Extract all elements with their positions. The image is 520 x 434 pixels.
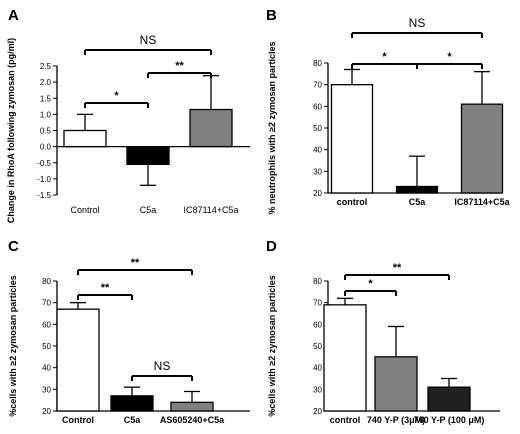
y-tick-label: 2.0: [40, 78, 52, 87]
panel-letter: A: [8, 7, 19, 24]
y-tick-label: 40: [313, 364, 322, 373]
bar: [170, 401, 214, 412]
bar: [110, 395, 154, 412]
significance-label: *: [368, 278, 373, 290]
y-tick-label: 2.5: [40, 62, 52, 71]
x-category-label: C5a: [140, 205, 157, 215]
y-tick-label: 50: [313, 342, 322, 351]
chart-panel-d: D 20 30 40 50 60 70 80 %cells with ≥2 zymosan pa…: [266, 238, 500, 425]
bar: [460, 103, 504, 194]
x-category-label: IC87114+C5a: [183, 205, 238, 215]
y-tick-label: 20: [42, 407, 51, 416]
y-tick-label: 80: [42, 277, 51, 286]
y-tick-label: 20: [313, 407, 322, 416]
y-axis-label: % neutrophils with ≥2 zymosan particles: [267, 42, 277, 215]
bar: [427, 386, 471, 412]
bar: [126, 145, 170, 166]
x-category-label: IC87114+C5a: [454, 197, 510, 207]
y-tick-label: 1.0: [40, 110, 52, 119]
y-tick-label: 70: [313, 299, 322, 308]
y-axis-label: %cells with ≥2 zymosan particles: [267, 275, 277, 417]
x-category-label: control: [337, 197, 368, 207]
chart-panel-a: A -1.5 -1.0 -0.5 0.0 0.5 1.0 1.5 2.0 2.5 Change in…: [6, 7, 250, 223]
panel-letter: D: [266, 238, 277, 255]
y-tick-label: 40: [313, 146, 322, 155]
y-tick-label: 50: [313, 124, 322, 133]
x-category-label: control: [330, 415, 361, 425]
bar: [189, 108, 233, 148]
panel-letter: B: [266, 7, 277, 24]
significance-label: NS: [154, 359, 171, 373]
bar: [330, 84, 374, 194]
significance-label: *: [447, 51, 452, 63]
bar: [374, 356, 418, 412]
bar: [63, 129, 107, 148]
significance-label: NS: [140, 33, 157, 47]
y-tick-label: 30: [42, 385, 51, 394]
y-tick-label: 70: [42, 299, 51, 308]
y-tick-label: 1.5: [40, 94, 52, 103]
x-category-label: Control: [62, 415, 94, 425]
y-tick-label: 60: [313, 102, 322, 111]
y-tick-label: 70: [313, 81, 322, 90]
significance-label: **: [175, 60, 184, 72]
x-category-label: AS605240+C5a: [160, 415, 225, 425]
bar: [323, 304, 367, 412]
y-tick-label: 80: [313, 277, 322, 286]
x-category-label: 740 Y-P (3μM): [367, 415, 425, 425]
y-tick-label: 0.0: [40, 143, 52, 152]
y-tick-label: 30: [313, 167, 322, 176]
y-tick-label: 50: [42, 342, 51, 351]
significance-label: NS: [409, 16, 426, 30]
significance-label: **: [131, 257, 140, 269]
chart-panel-c: C 20 30 40 50 60 70 80 %cells with ≥2 zymosan pa…: [8, 238, 250, 425]
y-tick-label: -1.5: [37, 191, 51, 200]
panel-letter: C: [8, 238, 19, 255]
y-tick-label: -1.0: [37, 175, 51, 184]
chart-panel-b: B 20 30 40 50 60 70 80 % neutrophils with ≥2 zym…: [266, 7, 511, 214]
x-category-label: Control: [70, 205, 99, 215]
significance-label: *: [114, 90, 119, 102]
y-tick-label: 30: [313, 385, 322, 394]
bar: [56, 308, 100, 412]
y-tick-label: 60: [42, 320, 51, 329]
significance-label: *: [382, 51, 387, 63]
significance-label: **: [393, 262, 402, 274]
y-tick-label: -0.5: [37, 159, 51, 168]
bar: [395, 185, 439, 194]
y-tick-label: 80: [313, 59, 322, 68]
x-category-label: C5a: [124, 415, 142, 425]
y-tick-label: 0.5: [40, 127, 52, 136]
y-tick-label: 20: [313, 189, 322, 198]
y-axis-label: Change in RhoA following zymosan (pg/ml): [6, 38, 16, 223]
y-tick-label: 60: [313, 320, 322, 329]
significance-label: **: [101, 282, 110, 294]
y-axis-label: %cells with ≥2 zymosan particles: [8, 275, 18, 417]
y-tick-label: 40: [42, 364, 51, 373]
x-category-label: C5a: [409, 197, 427, 207]
x-category-label: 740 Y-P (100 μM): [414, 415, 485, 425]
